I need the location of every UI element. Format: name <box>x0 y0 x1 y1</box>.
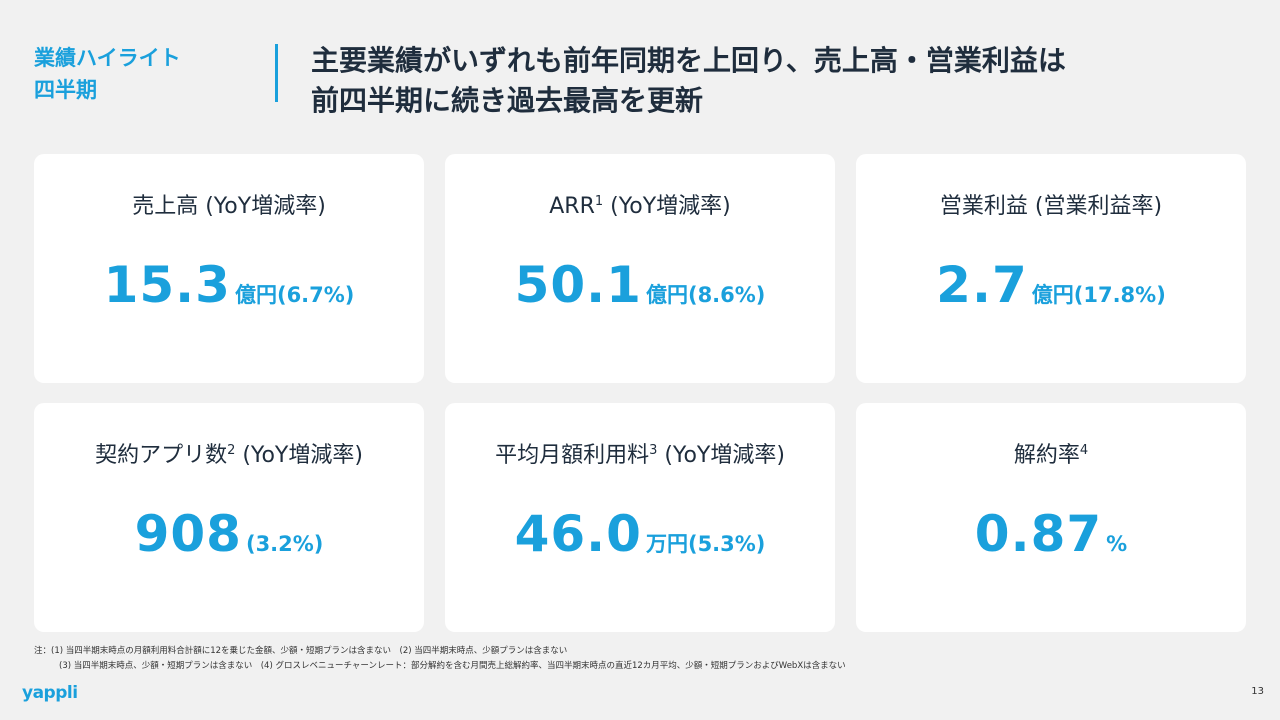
kpi-number: 908 <box>134 505 242 563</box>
footnote-line1: 注：(1) 当四半期末時点の月額利用料合計額に12を乗じた金額、少額・短期プラン… <box>34 646 568 656</box>
kpi-label: 契約アプリ数 <box>95 443 228 468</box>
kpi-label: 平均月額利用料 <box>495 443 650 468</box>
kpi-number: 15.3 <box>103 256 231 314</box>
kpi-number: 46.0 <box>514 505 642 563</box>
kpi-unit: 万円(5.3%) <box>645 532 766 556</box>
kpi-label-suffix: (YoY増減率) <box>603 194 731 219</box>
kpi-label: ARR <box>549 194 595 219</box>
kpi-footnote-mark: 3 <box>649 443 658 458</box>
kpi-value: 908 (3.2%) <box>34 505 424 563</box>
kpi-number: 50.1 <box>514 256 642 314</box>
kpi-unit: 億円(8.6%) <box>645 283 766 307</box>
kpi-label-suffix: (営業利益率) <box>1027 194 1163 219</box>
section-label-line1: 業績ハイライト <box>34 46 181 70</box>
kpi-card-revenue: 売上高 (YoY増減率) 15.3 億円(6.7%) <box>34 154 424 383</box>
header-divider <box>275 44 278 102</box>
kpi-card-average-monthly-fee: 平均月額利用料3 (YoY増減率) 46.0 万円(5.3%) <box>445 403 835 632</box>
kpi-title: 平均月額利用料3 (YoY増減率) <box>445 436 835 471</box>
kpi-label-suffix: (YoY増減率) <box>235 443 363 468</box>
kpi-label-suffix: (YoY増減率) <box>657 443 785 468</box>
kpi-label: 営業利益 <box>939 194 1028 219</box>
kpi-value: 15.3 億円(6.7%) <box>34 256 424 314</box>
footnotes: 注：(1) 当四半期末時点の月額利用料合計額に12を乗じた金額、少額・短期プラン… <box>34 644 846 674</box>
kpi-footnote-mark: 2 <box>227 443 236 458</box>
kpi-card-arr: ARR1 (YoY増減率) 50.1 億円(8.6%) <box>445 154 835 383</box>
kpi-value: 50.1 億円(8.6%) <box>445 256 835 314</box>
kpi-label: 解約率 <box>1013 443 1080 468</box>
kpi-card-operating-profit: 営業利益 (営業利益率) 2.7 億円(17.8%) <box>856 154 1246 383</box>
kpi-footnote-mark: 1 <box>594 194 604 209</box>
kpi-value: 46.0 万円(5.3%) <box>445 505 835 563</box>
kpi-title: 売上高 (YoY増減率) <box>34 187 424 222</box>
brand-logo: yappli <box>22 683 78 703</box>
kpi-unit: % <box>1106 532 1128 556</box>
kpi-label-suffix: (YoY増減率) <box>198 194 326 219</box>
kpi-card-churn-rate: 解約率4 0.87% <box>856 403 1246 632</box>
kpi-card-contracted-apps: 契約アプリ数2 (YoY増減率) 908 (3.2%) <box>34 403 424 632</box>
page-number: 13 <box>1251 686 1264 697</box>
kpi-title: ARR1 (YoY増減率) <box>445 187 835 222</box>
kpi-unit: (3.2%) <box>245 532 324 556</box>
kpi-number: 0.87 <box>974 505 1103 563</box>
footnote-line2: (3) 当四半期末時点、少額・短期プランは含まない (4) グロスレベニューチャ… <box>59 661 846 671</box>
kpi-title: 契約アプリ数2 (YoY増減率) <box>34 436 424 471</box>
kpi-value: 0.87% <box>856 505 1246 563</box>
kpi-title: 営業利益 (営業利益率) <box>856 187 1246 222</box>
kpi-value: 2.7 億円(17.8%) <box>856 256 1246 314</box>
kpi-unit: 億円(17.8%) <box>1031 283 1166 307</box>
section-label-line2: 四半期 <box>34 78 97 102</box>
section-label: 業績ハイライト 四半期 <box>34 42 181 106</box>
kpi-unit: 億円(6.7%) <box>234 283 355 307</box>
page-title-line2: 前四半期に続き過去最高を更新 <box>311 84 704 117</box>
kpi-footnote-mark: 4 <box>1079 443 1089 458</box>
kpi-number: 2.7 <box>936 256 1028 314</box>
kpi-label: 売上高 <box>132 194 199 219</box>
kpi-title: 解約率4 <box>856 436 1246 471</box>
page-title: 主要業績がいずれも前年同期を上回り、売上高・営業利益は 前四半期に続き過去最高を… <box>311 41 1251 121</box>
page-title-line1: 主要業績がいずれも前年同期を上回り、売上高・営業利益は <box>311 44 1066 77</box>
